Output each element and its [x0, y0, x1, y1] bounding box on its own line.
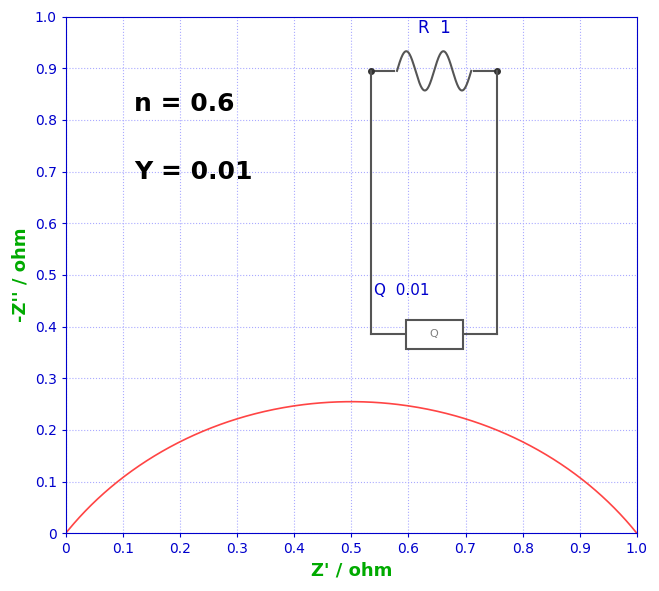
X-axis label: Z' / ohm: Z' / ohm — [310, 562, 392, 580]
Y-axis label: -Z'' / ohm: -Z'' / ohm — [11, 228, 29, 322]
Text: Q: Q — [430, 329, 438, 339]
Text: Y = 0.01: Y = 0.01 — [134, 160, 253, 184]
FancyBboxPatch shape — [405, 320, 463, 349]
Text: R  1: R 1 — [418, 20, 451, 37]
Text: n = 0.6: n = 0.6 — [134, 92, 235, 116]
Text: Q  0.01: Q 0.01 — [374, 283, 430, 298]
